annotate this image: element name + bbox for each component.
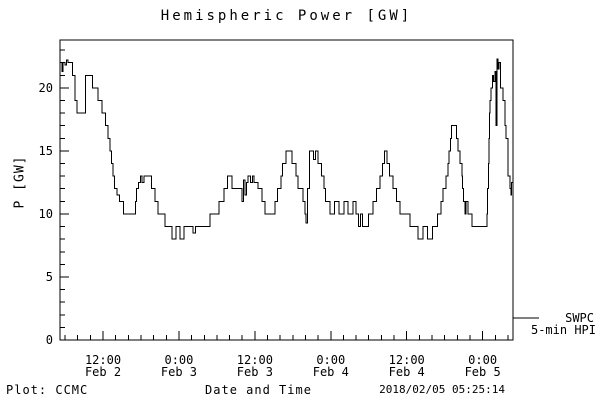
x-tick-time-label: 12:00 [85,353,121,367]
y-tick-label: 5 [46,270,53,284]
major-ticks [60,87,484,341]
footer-plot-credit: Plot: CCMC [6,383,89,397]
y-tick-label: 20 [39,81,53,95]
plot-frame [59,39,514,341]
x-tick-time-label: 0:00 [468,353,497,367]
x-tick-date-label: Feb 4 [313,365,349,379]
x-tick-date-label: Feb 5 [465,365,501,379]
x-tick-time-label: 0:00 [164,353,193,367]
footer-timestamp: 2018/02/05 05:25:14 [379,383,505,396]
minor-ticks [60,49,509,340]
legend-series-desc: 5-min HPI [530,323,596,337]
x-tick-time-label: 0:00 [316,353,345,367]
legend-series-name: SWPC [565,311,594,325]
x-axis-title: Date and Time [205,383,312,397]
x-tick-date-label: Feb 3 [237,365,273,379]
y-tick-label: 15 [39,144,53,158]
data-line [60,58,514,240]
x-tick-date-label: Feb 3 [161,365,197,379]
y-tick-label: 10 [39,207,53,221]
y-tick-label: 0 [46,333,53,347]
x-tick-date-label: Feb 2 [85,365,121,379]
x-tick-date-label: Feb 4 [389,365,425,379]
chart-title: Hemispheric Power [GW] [160,8,413,24]
x-tick-time-label: 12:00 [389,353,425,367]
x-tick-time-label: 12:00 [237,353,273,367]
